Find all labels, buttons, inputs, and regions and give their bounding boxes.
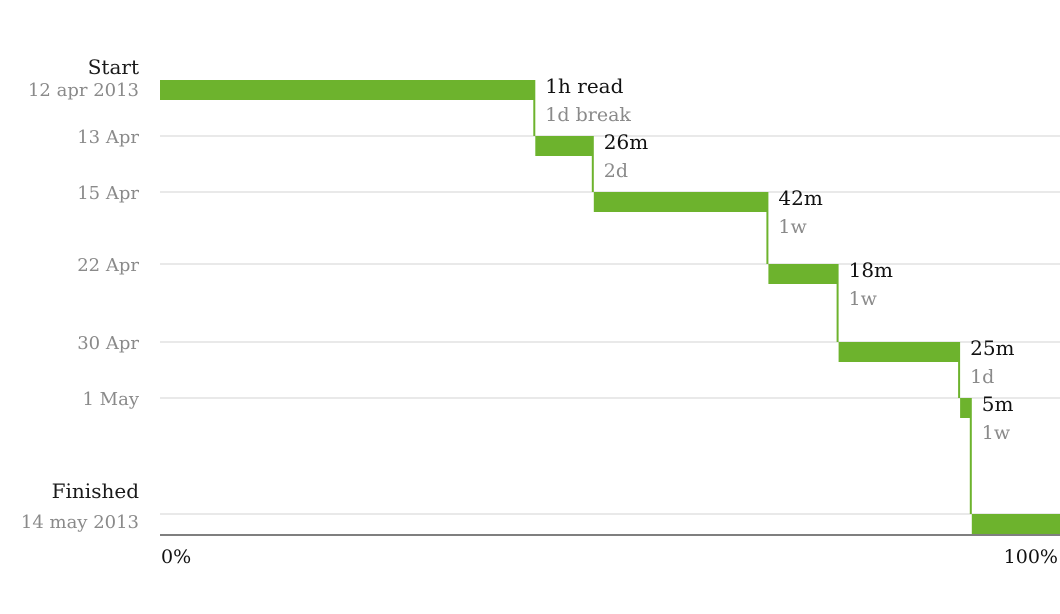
session-bar — [160, 80, 536, 100]
date-tick-label: 13 Apr — [77, 127, 139, 148]
session-bars — [160, 80, 1060, 534]
session-bar — [971, 514, 1060, 534]
session-duration-label: 5m — [982, 392, 1014, 416]
session-duration-label: 25m — [970, 336, 1014, 360]
start-label: Start — [88, 55, 139, 79]
session-gap-label: 1d break — [545, 104, 631, 126]
session-duration-label: 42m — [778, 186, 822, 210]
session-bar — [535, 136, 594, 156]
date-tick-label: 30 Apr — [77, 333, 139, 354]
session-duration-label: 1h read — [545, 74, 623, 98]
x-axis-max-label: 100% — [1004, 546, 1058, 568]
date-tick-label: 15 Apr — [77, 183, 139, 204]
session-bar — [593, 192, 769, 212]
session-gap-label: 1w — [849, 288, 878, 310]
session-duration-label: 18m — [849, 258, 893, 282]
step-connectors — [533, 100, 972, 514]
start-date: 12 apr 2013 — [28, 80, 139, 101]
session-bar — [768, 264, 839, 284]
session-bar — [960, 398, 972, 418]
date-tick-label: 22 Apr — [77, 255, 139, 276]
session-labels: 1h read 1d break 26m 2d 42m 1w 18m 1w 25m 1d 5m 1w — [545, 74, 1014, 444]
session-bar — [838, 342, 961, 362]
finish-date: 14 may 2013 — [21, 512, 139, 533]
x-axis-min-label: 0% — [161, 546, 191, 568]
session-gap-label: 1w — [778, 216, 807, 238]
session-gap-label: 1w — [982, 422, 1011, 444]
session-gap-label: 2d — [604, 160, 628, 182]
date-tick-label: 1 May — [82, 389, 139, 410]
date-tick-labels: 13 Apr 15 Apr 22 Apr 30 Apr 1 May — [77, 127, 140, 410]
grid-lines — [160, 135, 1060, 515]
finish-label: Finished — [52, 479, 140, 503]
session-duration-label: 26m — [604, 130, 648, 154]
session-gap-label: 1d — [970, 366, 994, 388]
